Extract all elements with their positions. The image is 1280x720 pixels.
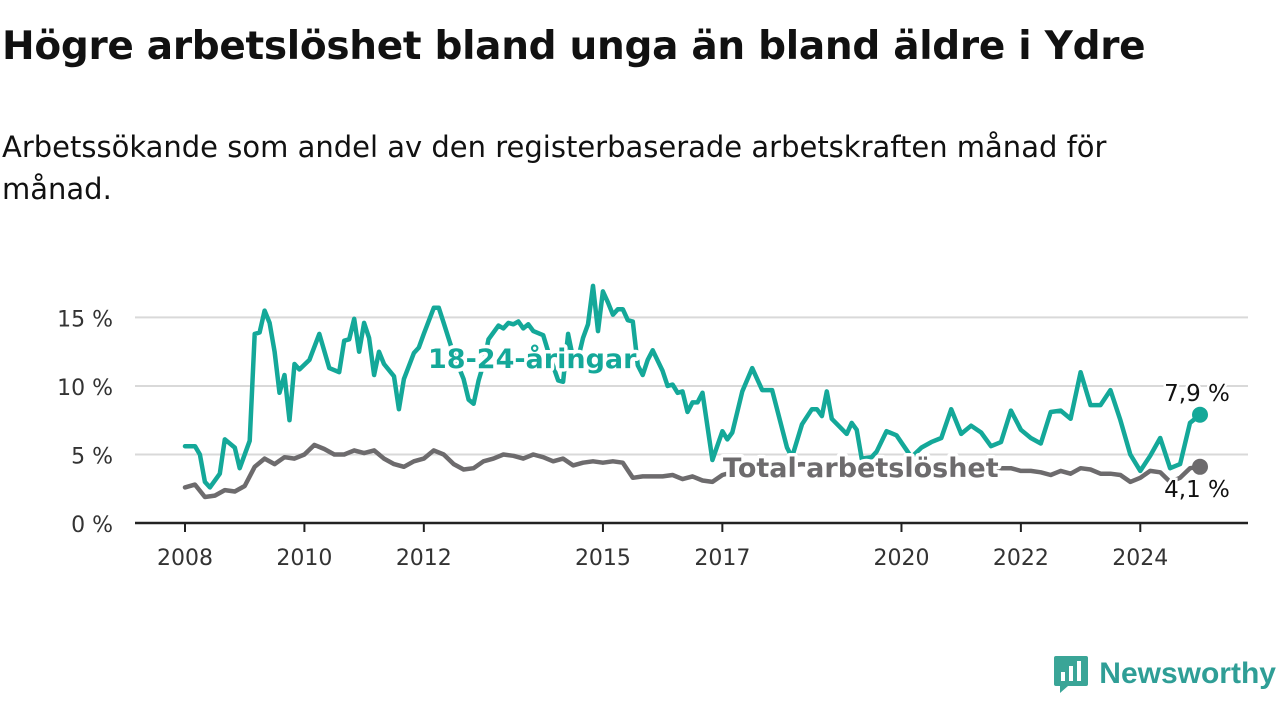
series-lines bbox=[182, 283, 1208, 500]
y-tick-label: 0 % bbox=[71, 513, 113, 538]
series-end-point bbox=[1192, 406, 1208, 423]
series-end-point bbox=[1192, 458, 1208, 475]
x-tick-label: 2008 bbox=[157, 546, 213, 571]
x-tick-label: 2017 bbox=[694, 546, 750, 571]
y-tick-label: 15 % bbox=[57, 307, 113, 332]
x-tick-label: 2010 bbox=[276, 546, 332, 571]
series-line bbox=[182, 442, 1203, 500]
series-line bbox=[182, 283, 1203, 490]
newsworthy-bar-chart-logo-icon bbox=[1054, 656, 1089, 693]
x-tick-label: 2012 bbox=[396, 546, 452, 571]
x-tick-label: 2015 bbox=[575, 546, 631, 571]
y-tick-label: 10 % bbox=[57, 376, 113, 401]
y-tick-label: 5 % bbox=[71, 444, 113, 469]
x-tick-label: 2024 bbox=[1112, 546, 1168, 571]
series-label-youth: 18-24-åringar bbox=[428, 343, 637, 375]
chart-subtitle: Arbetssökande som andel av den registerb… bbox=[2, 130, 1107, 206]
end-value-label-youth: 7,9 % bbox=[1164, 381, 1230, 407]
brand: Newsworthy bbox=[1053, 654, 1276, 694]
end-value-label-total: 4,1 % bbox=[1164, 477, 1230, 503]
chart-title: Högre arbetslöshet bland unga än bland ä… bbox=[2, 24, 1146, 69]
axes: 0 % 5 % 10 % 15 % 2008 2010 2012 2015 2017 2020 20… bbox=[57, 307, 1248, 571]
grid-lines bbox=[135, 316, 1248, 456]
series-labels: 18-24-åringar Total arbetslöshet 7,9 % 4,1 … bbox=[425, 340, 1233, 506]
brand-name: Newsworthy bbox=[1099, 657, 1276, 690]
x-tick-label: 2020 bbox=[873, 546, 929, 571]
x-tick-label: 2022 bbox=[993, 546, 1049, 571]
series-label-total: Total arbetslöshet bbox=[723, 453, 999, 484]
